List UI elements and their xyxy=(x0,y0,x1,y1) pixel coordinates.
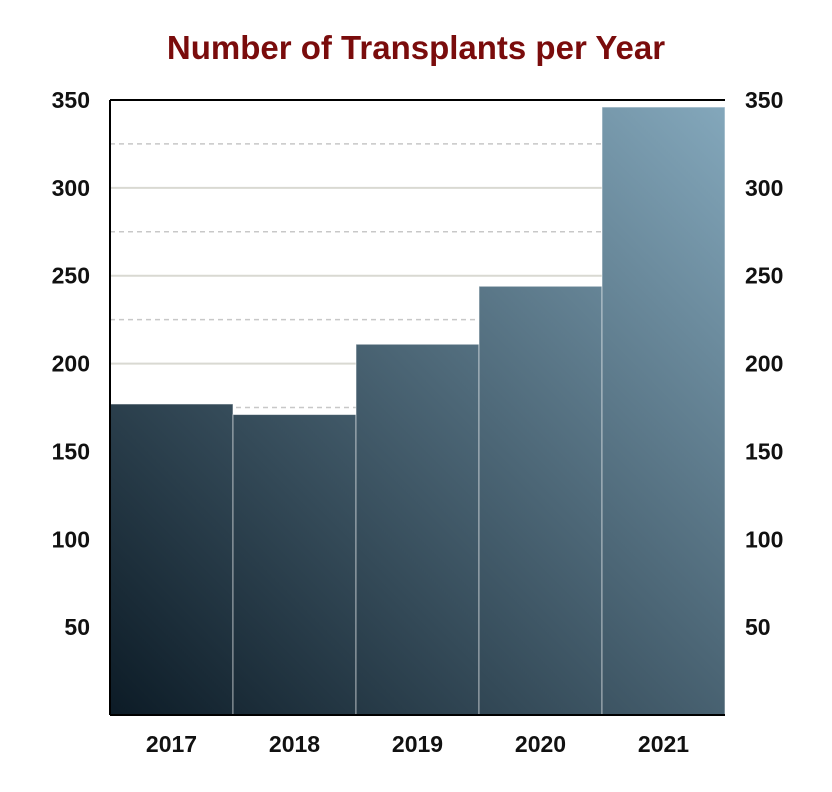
x-tick-label: 2019 xyxy=(392,731,443,757)
y-tick-label-right: 50 xyxy=(745,614,771,640)
x-axis: 2017 2018 2019 2020 2021 xyxy=(146,731,689,757)
y-tick-label-left: 300 xyxy=(52,175,90,201)
y-tick-label-right: 250 xyxy=(745,263,783,289)
y-tick-label-left: 350 xyxy=(52,87,90,113)
y-tick-label-left: 150 xyxy=(52,438,90,464)
y-tick-label-right: 200 xyxy=(745,351,783,377)
y-axis-right: 50 100 150 200 250 300 350 xyxy=(745,87,783,640)
bar-2020 xyxy=(478,285,603,716)
y-tick-label-left: 100 xyxy=(52,526,90,552)
x-tick-label: 2021 xyxy=(638,731,689,757)
bar-2019 xyxy=(355,343,480,716)
y-tick-label-right: 150 xyxy=(745,438,783,464)
bar-2018 xyxy=(232,414,357,716)
y-tick-label-left: 200 xyxy=(52,351,90,377)
y-tick-label-left: 50 xyxy=(64,614,90,640)
bar-2021 xyxy=(601,106,726,716)
y-tick-label-right: 300 xyxy=(745,175,783,201)
x-tick-label: 2020 xyxy=(515,731,566,757)
x-tick-label: 2018 xyxy=(269,731,320,757)
plot-frame xyxy=(109,99,725,716)
bars xyxy=(109,106,726,716)
y-tick-label-right: 100 xyxy=(745,526,783,552)
x-tick-label: 2017 xyxy=(146,731,197,757)
y-tick-label-left: 250 xyxy=(52,263,90,289)
bar-2017 xyxy=(109,403,234,716)
y-tick-label-right: 350 xyxy=(745,87,783,113)
y-axis-left: 50 100 150 200 250 300 350 xyxy=(52,87,90,640)
chart-title: Number of Transplants per Year xyxy=(167,29,665,66)
